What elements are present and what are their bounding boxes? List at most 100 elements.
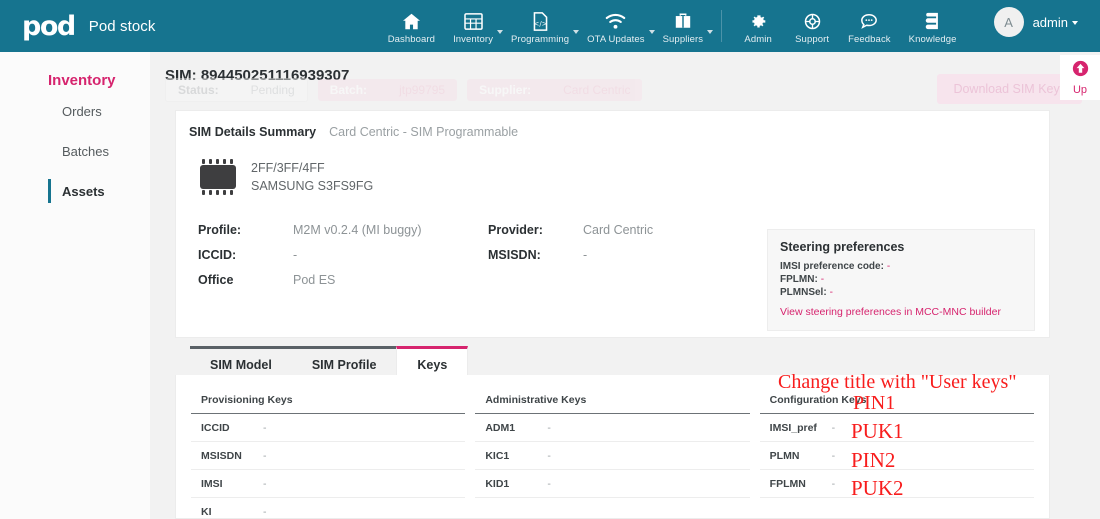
top-navigation-bar: pod Pod stock Dashboard Inventory </> Pr… xyxy=(0,0,1100,52)
table-row: KIC1 - xyxy=(475,442,750,470)
nav-item-support[interactable]: Support xyxy=(785,7,839,45)
steering-preferences-box: Steering preferences IMSI preference cod… xyxy=(767,229,1035,331)
supplier-badge[interactable]: Supplier: Card Centric xyxy=(467,79,643,101)
sim-details-summary-card: SIM Details Summary Card Centric - SIM P… xyxy=(175,110,1050,338)
lifebuoy-icon xyxy=(804,11,821,31)
field-msisdn: MSISDN: - xyxy=(488,248,778,273)
supplier-value: Card Centric xyxy=(563,83,631,97)
page-title: SIM: 894450251116939307 xyxy=(165,67,350,84)
steering-title: Steering preferences xyxy=(780,240,905,254)
nav-label: Admin xyxy=(744,34,772,45)
tab-keys[interactable]: Keys xyxy=(396,346,469,380)
column-title: Configuration Keys xyxy=(759,389,1034,414)
column-title: Administrative Keys xyxy=(475,389,750,414)
field-value: - xyxy=(293,248,298,262)
tab-sim-profile[interactable]: SIM Profile xyxy=(291,346,397,380)
field-key: Profile: xyxy=(198,223,242,237)
nav-label: Suppliers xyxy=(662,34,704,45)
brand[interactable]: pod Pod stock xyxy=(22,13,156,40)
nav-item-dashboard[interactable]: Dashboard xyxy=(379,7,444,45)
key-value: - xyxy=(263,449,267,462)
nav-label: Dashboard xyxy=(387,34,436,45)
nav-label: Inventory xyxy=(453,34,494,45)
steering-key: IMSI preference code: xyxy=(780,261,884,272)
nav-item-admin[interactable]: Admin xyxy=(731,7,785,45)
key-name: ICCID xyxy=(201,421,230,434)
svg-text:</>: </> xyxy=(533,19,547,27)
brand-name: Pod stock xyxy=(88,17,156,35)
nav-label: OTA Updates xyxy=(587,34,645,45)
column-title: Provisioning Keys xyxy=(191,389,466,414)
nav-item-suppliers[interactable]: Suppliers xyxy=(654,7,714,45)
chip-text: 2FF/3FF/4FF SAMSUNG S3FS9FG xyxy=(251,159,373,195)
table-row: ADM1 - xyxy=(475,414,750,442)
book-icon xyxy=(924,11,941,31)
home-icon xyxy=(402,11,421,31)
field-office: Office Pod ES xyxy=(198,273,488,298)
table-row: MSISDN - xyxy=(191,442,466,470)
nav-item-knowledge[interactable]: Knowledge xyxy=(900,7,966,45)
gear-icon xyxy=(750,11,767,31)
keys-panel: Provisioning Keys ICCID - MSISDN - IMSI … xyxy=(175,375,1050,519)
table-row: ICCID - xyxy=(191,414,466,442)
sidebar-item-orders[interactable]: Orders xyxy=(62,103,102,119)
tab-sim-model[interactable]: SIM Model xyxy=(190,346,292,380)
field-iccid: ICCID: - xyxy=(198,248,488,273)
scroll-to-top-button[interactable]: Up xyxy=(1060,55,1100,100)
field-value: - xyxy=(583,248,588,262)
user-name[interactable]: admin xyxy=(1033,15,1078,30)
nav-items: Dashboard Inventory </> Programming OTA … xyxy=(379,7,1100,45)
key-value: - xyxy=(263,421,267,434)
key-value: - xyxy=(831,449,836,462)
sidebar-title: Inventory xyxy=(48,72,116,89)
mcc-mnc-builder-link[interactable]: View steering preferences in MCC-MNC bui… xyxy=(780,306,1001,318)
sim-chip-icon xyxy=(198,158,238,196)
summary-fields: Profile: M2M v0.2.4 (MI buggy) ICCID: - … xyxy=(176,223,1049,298)
key-name: PLMN xyxy=(769,449,800,462)
nav-label: Feedback xyxy=(848,34,891,45)
key-name: FPLMN xyxy=(769,477,806,490)
field-profile: Profile: M2M v0.2.4 (MI buggy) xyxy=(198,223,488,248)
table-row: PLMN - xyxy=(759,442,1034,470)
field-key: ICCID: xyxy=(198,248,237,262)
chevron-down-icon[interactable] xyxy=(573,30,580,34)
chevron-down-icon[interactable] xyxy=(497,30,504,34)
nav-label: Programming xyxy=(511,34,570,45)
nav-item-programming[interactable]: </> Programming xyxy=(502,7,580,45)
key-value: - xyxy=(547,421,551,434)
wifi-icon xyxy=(605,11,626,31)
briefcase-icon xyxy=(674,11,692,31)
chevron-down-icon[interactable] xyxy=(648,30,655,34)
meta-chips: Status: Pending Batch: jtp99795 Supplier… xyxy=(165,78,643,102)
batch-badge[interactable]: Batch: jtp99795 xyxy=(317,79,458,101)
chevron-down-icon[interactable] xyxy=(707,30,714,34)
key-value: - xyxy=(831,477,836,490)
page-header: SIM: 894450251116939307 Status: Pending … xyxy=(150,52,1100,110)
nav-item-feedback[interactable]: Feedback xyxy=(839,7,900,45)
steering-key: FPLMN: xyxy=(780,274,818,285)
nav-item-ota-updates[interactable]: OTA Updates xyxy=(578,7,655,45)
key-name: KI xyxy=(201,505,212,518)
steering-plmnsel: PLMNSel: - xyxy=(780,286,1022,299)
pod-logo-icon: pod xyxy=(22,10,76,42)
steering-key: PLMNSel: xyxy=(780,287,827,298)
field-provider: Provider: Card Centric xyxy=(488,223,778,248)
field-key: Office xyxy=(198,273,234,287)
nav-item-inventory[interactable]: Inventory xyxy=(444,7,504,45)
avatar: A xyxy=(993,7,1024,37)
key-name: KID1 xyxy=(485,477,510,490)
user-menu[interactable]: A admin xyxy=(993,7,1078,37)
sidebar-item-assets[interactable]: Assets xyxy=(0,173,150,209)
code-file-icon: </> xyxy=(532,11,549,31)
sidebar-item-batches[interactable]: Batches xyxy=(62,143,109,159)
key-value: - xyxy=(831,421,836,434)
key-name: IMSI_pref xyxy=(769,421,817,434)
steering-value: - xyxy=(829,287,834,298)
provisioning-keys-column: Provisioning Keys ICCID - MSISDN - IMSI … xyxy=(191,389,466,518)
steering-value: - xyxy=(820,274,825,285)
steering-fplmn: FPLMN: - xyxy=(780,273,1022,286)
download-sim-keys-button[interactable]: Download SIM Keys xyxy=(937,74,1082,104)
chevron-down-icon xyxy=(1072,21,1078,26)
field-value: Card Centric xyxy=(583,223,654,237)
chip-info: 2FF/3FF/4FF SAMSUNG S3FS9FG xyxy=(176,139,1049,196)
